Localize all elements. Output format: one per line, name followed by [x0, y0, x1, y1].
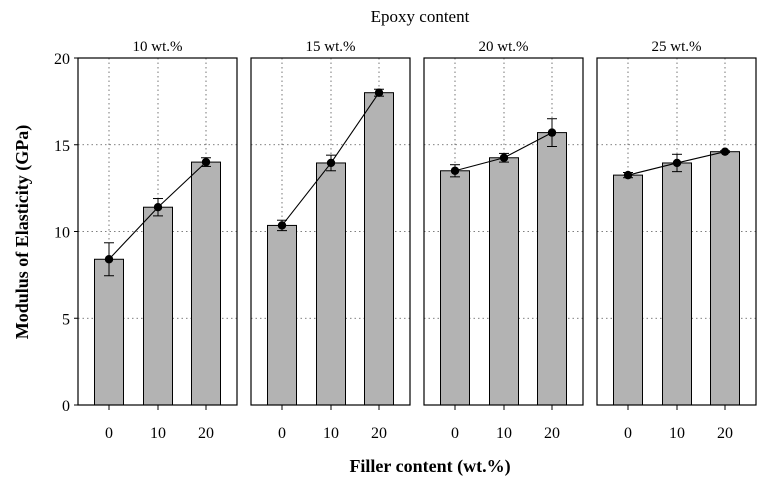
x-tick-label: 10: [150, 425, 166, 442]
y-tick-label: 0: [62, 398, 70, 415]
bar: [662, 162, 692, 406]
x-tick-label: 20: [717, 425, 733, 442]
panel-label: 15 wt.%: [306, 39, 356, 55]
y-axis-label: Modulus of Elasticity (GPa): [12, 125, 33, 340]
bar: [537, 132, 567, 406]
x-tick-label: 20: [544, 425, 560, 442]
y-tick-label: 20: [54, 51, 70, 68]
panel-label: 10 wt.%: [133, 39, 183, 55]
data-point: [104, 255, 114, 264]
bar: [191, 161, 221, 406]
x-axis-label: Filler content (wt.%): [349, 456, 510, 477]
bar: [710, 151, 740, 406]
data-point: [720, 147, 730, 156]
x-tick-label: 10: [669, 425, 685, 442]
data-point: [277, 221, 287, 230]
bar: [489, 157, 519, 406]
panel-2: 15 wt.% 0 10 20: [250, 39, 411, 442]
bar: [94, 258, 124, 406]
data-point: [672, 158, 682, 168]
panel-frame: [250, 57, 411, 406]
panel-label: 20 wt.%: [479, 39, 529, 55]
chart-title: Epoxy content: [371, 7, 470, 26]
bar: [440, 170, 470, 406]
panel-label: 25 wt.%: [652, 39, 702, 55]
y-tick-label: 10: [54, 225, 70, 242]
bar: [143, 206, 173, 406]
bar: [267, 224, 297, 406]
data-point: [547, 128, 557, 137]
x-tick-label: 0: [624, 425, 632, 442]
data-point: [374, 88, 384, 97]
bar: [364, 92, 394, 406]
x-tick-label: 0: [451, 425, 459, 442]
x-tick-label: 10: [323, 425, 339, 442]
data-point: [623, 170, 633, 180]
x-tick-label: 20: [198, 425, 214, 442]
data-point: [201, 157, 211, 167]
bar: [316, 162, 346, 406]
x-tick-label: 20: [371, 425, 387, 442]
data-point: [153, 203, 163, 212]
x-tick-label: 0: [105, 425, 113, 442]
panel-frame: [423, 57, 584, 406]
data-point: [450, 166, 460, 175]
panel-frame: [77, 57, 238, 406]
y-tick-label: 5: [62, 311, 70, 328]
panel-1: 10 wt.% 0 10 20: [77, 39, 238, 442]
data-point: [499, 153, 509, 162]
x-tick-label: 0: [278, 425, 286, 442]
panel-frame: [596, 57, 757, 406]
panels: 0 5 10 15 20 10 wt.% 0 10 20 15 wt.% 0 10 20 20 wt.% 0…: [54, 39, 757, 442]
data-point: [326, 158, 336, 168]
y-tick-label: 15: [54, 138, 70, 155]
panel-3: 20 wt.% 0 10 20: [423, 39, 584, 442]
panel-4: 25 wt.% 0 10 20: [596, 39, 757, 442]
x-tick-label: 10: [496, 425, 512, 442]
bar: [613, 174, 643, 406]
